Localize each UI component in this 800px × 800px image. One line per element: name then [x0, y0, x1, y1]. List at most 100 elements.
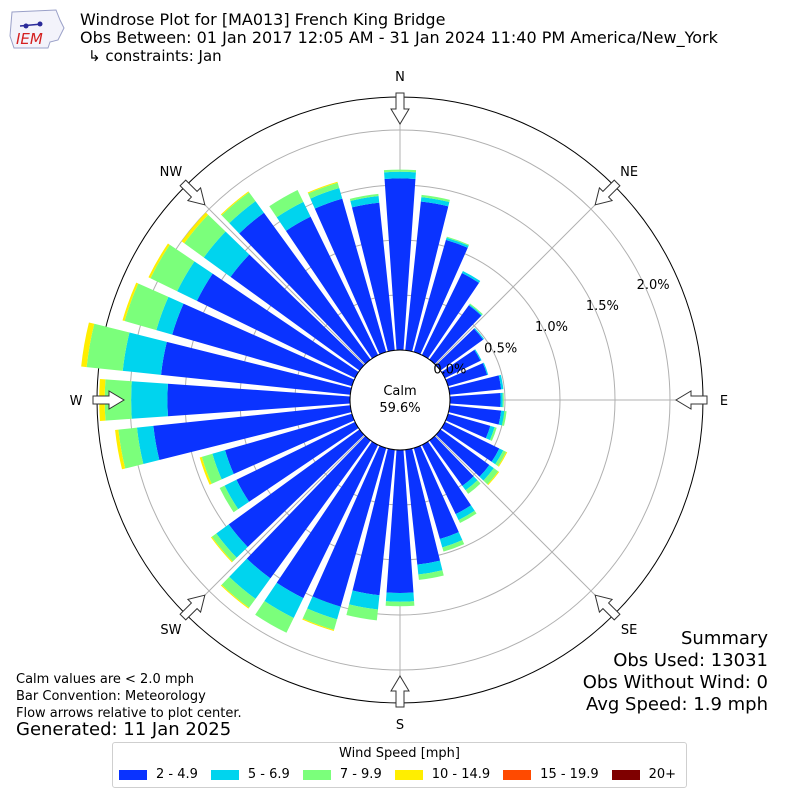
grid-spoke: [435, 185, 615, 365]
flow-arrows: [92, 92, 708, 708]
wind-bar-segment: [118, 427, 144, 469]
wind-bar-segment: [386, 449, 414, 593]
legend-label: 20+: [648, 767, 677, 782]
radial-tick-label: 0.5%: [484, 341, 517, 356]
wind-bar-segment: [148, 243, 170, 279]
wind-bar-segment: [136, 425, 160, 464]
flow-arrow-icon: [179, 594, 206, 621]
obs-used: Obs Used: 13031: [613, 650, 768, 671]
wind-bar-segment: [441, 349, 481, 379]
wind-bar-segment: [216, 524, 248, 558]
wind-bar-segment: [502, 392, 504, 408]
chart-title: Windrose Plot for [MA013] French King Br…: [80, 10, 446, 29]
wind-bars: [81, 169, 508, 633]
wind-bar-segment: [150, 244, 195, 292]
wind-bar-segment: [124, 283, 169, 331]
wind-bar-segment: [86, 323, 130, 371]
legend-swatch: [210, 769, 239, 780]
legend-item: 20+: [611, 767, 677, 782]
wind-bar-segment: [212, 450, 234, 480]
legend-swatch: [119, 769, 147, 780]
legend-item: 7 - 9.9: [302, 767, 382, 782]
flow-arrow-icon: [390, 92, 410, 125]
wind-bar-segment: [384, 178, 416, 351]
wind-bar-segment: [312, 445, 387, 607]
wind-bar-segment: [439, 532, 463, 548]
wind-bar-segment: [445, 413, 491, 439]
wind-bar-segment: [225, 413, 355, 475]
wind-bar-segment: [264, 582, 304, 618]
flow-arrow-icon: [594, 594, 621, 621]
legend-swatch: [394, 769, 423, 780]
radial-tick-label: 1.5%: [586, 299, 619, 314]
wind-bar-segment: [276, 441, 379, 599]
wind-bar-segment: [239, 212, 371, 365]
wind-bar-segment: [196, 273, 359, 379]
wind-bar-segment: [449, 392, 501, 408]
wind-bar-segment: [352, 448, 395, 596]
wind-bar-segment: [177, 261, 213, 301]
wind-bar-segment: [181, 212, 209, 244]
wind-bar-segment: [469, 303, 483, 315]
bar-convention-note: Bar Convention: Meteorology: [16, 689, 206, 704]
wind-bar-segment: [276, 201, 311, 231]
wind-bar-segment: [346, 604, 378, 621]
iowa-map-logo-icon: IEM: [9, 9, 65, 49]
speed-legend: Wind Speed [mph] 2 - 4.9 5 - 6.9 7 - 9.9 10…: [112, 742, 687, 788]
wind-bar-segment: [221, 192, 256, 224]
wind-bar-segment: [473, 327, 485, 340]
wind-bar-segment: [255, 601, 294, 633]
wind-bar-segment: [307, 596, 341, 620]
wind-bar-segment: [421, 441, 472, 515]
wind-bar-segment: [131, 381, 168, 419]
wind-bar-segment: [383, 169, 417, 173]
wind-bar-segment: [420, 197, 450, 207]
compass-label: NE: [620, 165, 638, 180]
wind-bar-segment: [441, 421, 500, 462]
wind-bar-segment: [199, 456, 212, 485]
compass-label: SE: [621, 623, 637, 638]
wind-bar-segment: [405, 448, 441, 565]
flow-arrow-icon: [594, 179, 621, 206]
wind-bar-segment: [487, 471, 500, 486]
svg-text:IEM: IEM: [16, 30, 43, 48]
compass-label: S: [396, 718, 404, 733]
legend-item: 2 - 4.9: [119, 767, 198, 782]
radial-tick-label: 2.0%: [637, 278, 670, 293]
legend-swatch: [611, 769, 640, 780]
wind-bar-segment: [172, 303, 355, 387]
calm-circle: [349, 349, 451, 451]
wind-bar-segment: [220, 191, 250, 216]
wind-bar-segment: [479, 464, 494, 481]
wind-bar-segment: [413, 445, 459, 539]
compass-label: E: [720, 394, 728, 409]
summary-heading: Summary: [681, 628, 768, 649]
wind-bar-segment: [210, 536, 233, 563]
legend-label: 7 - 9.9: [339, 767, 382, 782]
polar-labels: N NE E SE S SW W NW 0.0% 0.5% 1.0% 1.5% 2.0%: [70, 70, 729, 733]
summary-box: Summary Obs Used: 13031 Obs Without Wind…: [583, 628, 768, 716]
wind-bar-segment: [489, 427, 497, 441]
wind-bar-segment: [246, 435, 371, 579]
legend-label: 5 - 6.9: [247, 767, 290, 782]
generated-date: Generated: 11 Jan 2025: [16, 719, 232, 740]
wind-bar-segment: [455, 505, 475, 521]
wind-bar-segment: [314, 198, 387, 355]
wind-bar-segment: [497, 451, 508, 467]
wind-bar-segment: [435, 328, 484, 371]
wind-bar-segment: [385, 601, 415, 607]
wind-bar-segment: [385, 592, 415, 602]
wind-bar-segment: [442, 540, 465, 552]
wind-bar-segment: [384, 171, 416, 179]
wind-bar-segment: [421, 194, 450, 203]
calm-note: Calm values are < 2.0 mph: [16, 672, 195, 687]
wind-bar-segment: [156, 296, 184, 335]
avg-speed: Avg Speed: 1.9 mph: [586, 694, 768, 715]
wind-bar-segment: [229, 201, 264, 234]
wind-bar-segment: [405, 201, 449, 352]
grid-spoke: [435, 435, 615, 615]
obs-without-wind: Obs Without Wind: 0: [582, 672, 768, 693]
legend-label: 2 - 4.9: [156, 767, 198, 782]
wind-bar-segment: [483, 468, 499, 485]
flow-arrow-icon: [390, 675, 410, 708]
